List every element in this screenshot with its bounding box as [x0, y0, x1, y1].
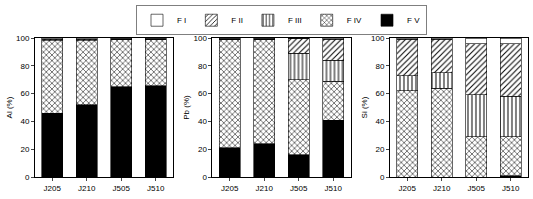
svg-text:J210: J210	[433, 184, 451, 193]
svg-text:60: 60	[375, 89, 384, 98]
svg-text:20: 20	[20, 145, 29, 154]
svg-text:Pb (%): Pb (%)	[182, 95, 191, 120]
svg-text:J505: J505	[113, 184, 131, 193]
svg-text:100: 100	[193, 33, 207, 43]
svg-text:100: 100	[16, 34, 30, 43]
svg-text:J205: J205	[44, 184, 62, 193]
svg-text:F III: F III	[288, 16, 302, 25]
svg-text:J505: J505	[290, 184, 308, 193]
svg-text:J205: J205	[221, 184, 239, 193]
svg-text:J510: J510	[325, 184, 343, 193]
svg-text:J510: J510	[502, 184, 520, 193]
svg-text:80: 80	[198, 62, 207, 71]
svg-text:80: 80	[20, 62, 29, 71]
svg-text:100: 100	[371, 33, 385, 43]
svg-text:J205: J205	[399, 184, 417, 193]
svg-text:J210: J210	[78, 184, 96, 193]
svg-text:J505: J505	[468, 184, 486, 193]
svg-text:40: 40	[198, 117, 207, 126]
svg-text:F I: F I	[177, 16, 186, 25]
svg-text:0: 0	[380, 173, 385, 182]
svg-text:F II: F II	[231, 16, 243, 25]
svg-text:60: 60	[20, 89, 29, 98]
svg-text:J210: J210	[256, 184, 274, 193]
svg-text:60: 60	[198, 89, 207, 98]
svg-text:40: 40	[20, 117, 29, 126]
svg-text:F IV: F IV	[347, 16, 362, 25]
svg-text:80: 80	[375, 62, 384, 71]
svg-text:0: 0	[202, 173, 207, 182]
svg-text:0: 0	[25, 173, 30, 182]
svg-text:20: 20	[198, 145, 207, 154]
svg-text:40: 40	[375, 117, 384, 126]
svg-text:F V: F V	[407, 16, 420, 25]
svg-text:J510: J510	[147, 184, 165, 193]
svg-text:20: 20	[375, 145, 384, 154]
svg-text:Si (%): Si (%)	[360, 96, 369, 118]
svg-text:Al (%): Al (%)	[5, 96, 14, 118]
